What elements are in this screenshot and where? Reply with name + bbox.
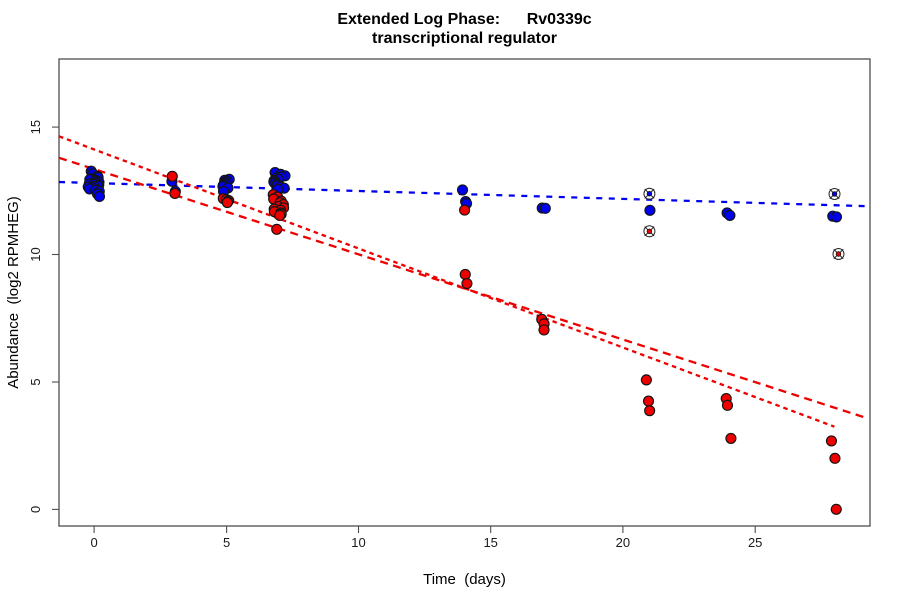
svg-text:15: 15 — [483, 535, 497, 550]
svg-text:15: 15 — [28, 120, 43, 134]
svg-text:5: 5 — [28, 378, 43, 385]
svg-text:25: 25 — [748, 535, 762, 550]
svg-text:10: 10 — [351, 535, 365, 550]
svg-text:0: 0 — [90, 535, 97, 550]
svg-text:Time (days): Time (days) — [423, 571, 506, 588]
svg-text:0: 0 — [28, 506, 43, 513]
svg-text:Abundance (log2 RPMHEG): Abundance (log2 RPMHEG) — [5, 196, 22, 389]
svg-text:Extended Log Phase: Rv033: Extended Log Phase: Rv0339c — [337, 11, 591, 28]
svg-text:10: 10 — [28, 247, 43, 261]
svg-text:transcriptional regulator: transcriptional regulator — [372, 30, 557, 47]
svg-text:20: 20 — [616, 535, 630, 550]
svg-text:5: 5 — [223, 535, 230, 550]
